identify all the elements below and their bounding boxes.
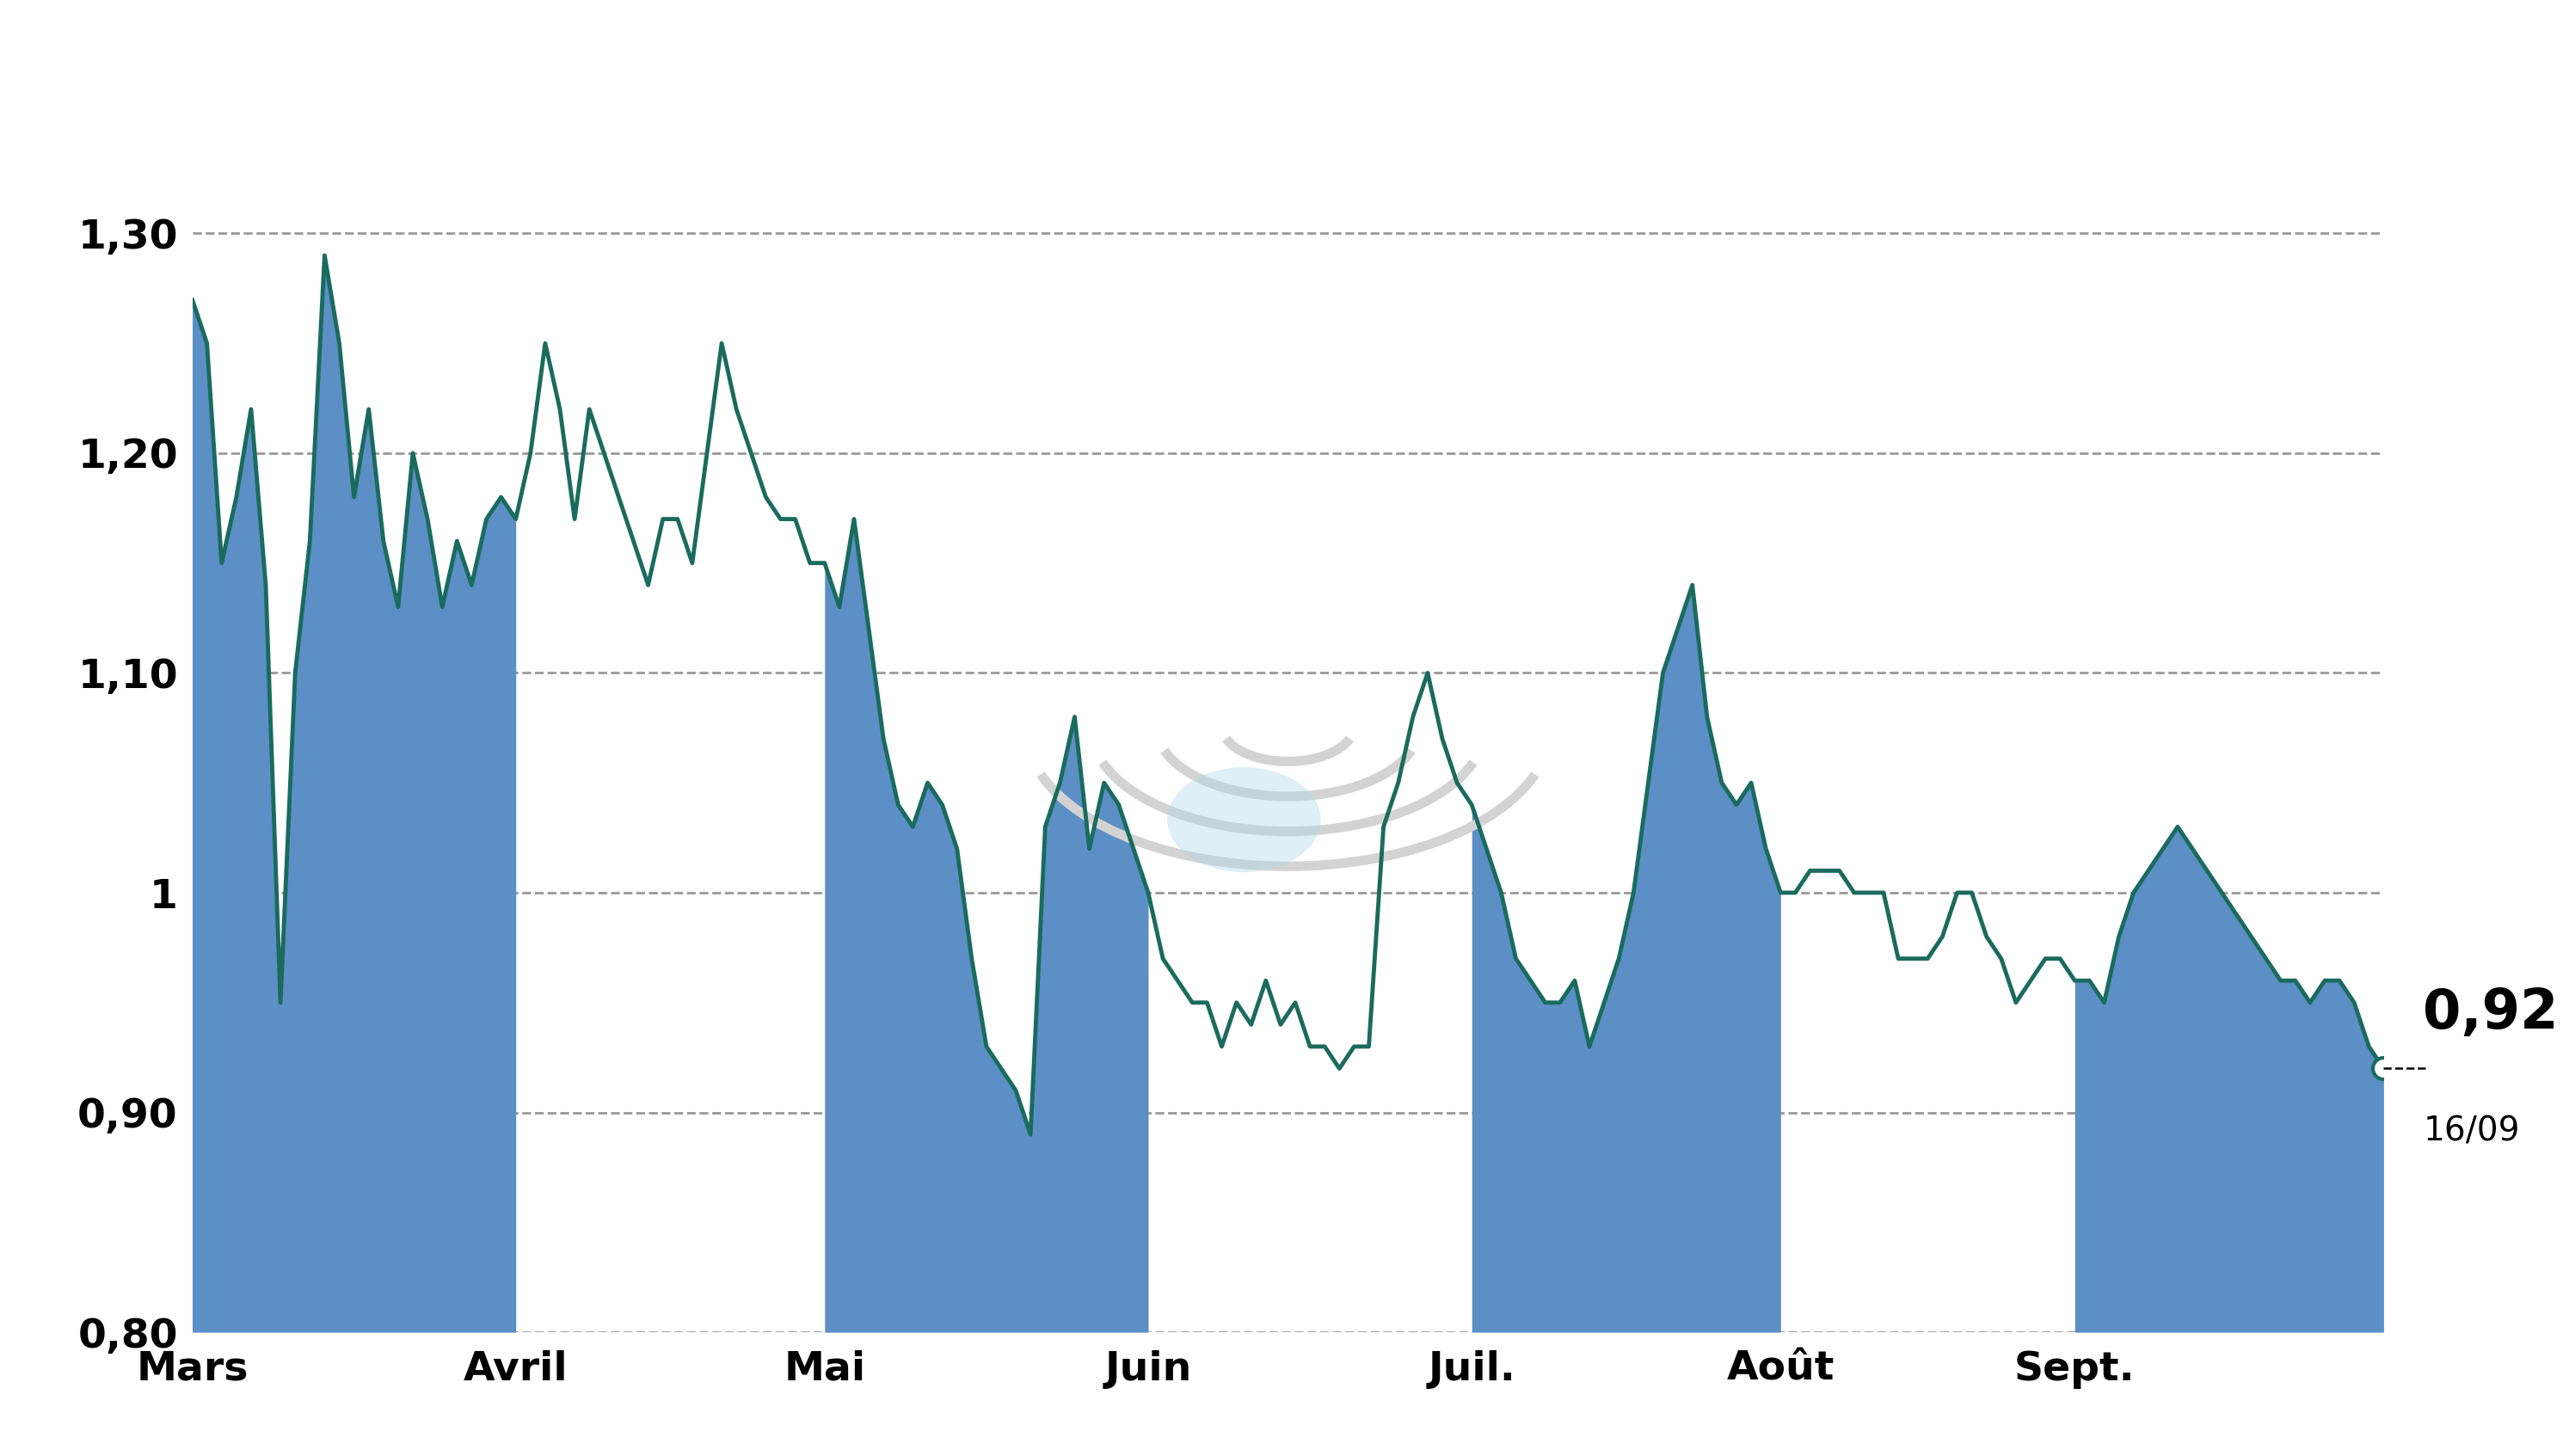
Text: LOGIC INSTRUMENT: LOGIC INSTRUMENT (751, 38, 1812, 130)
Text: 16/09: 16/09 (2422, 1115, 2519, 1147)
Text: 0,92: 0,92 (2422, 986, 2558, 1040)
Ellipse shape (1166, 767, 1320, 872)
